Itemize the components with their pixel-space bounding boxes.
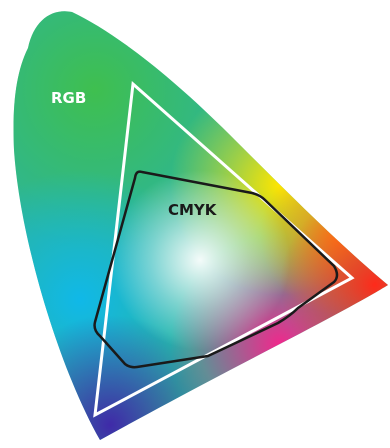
rgb-label: RGB (51, 89, 86, 107)
cmyk-label: CMYK (168, 201, 218, 219)
cmyk-gamut-outline (93, 170, 339, 369)
